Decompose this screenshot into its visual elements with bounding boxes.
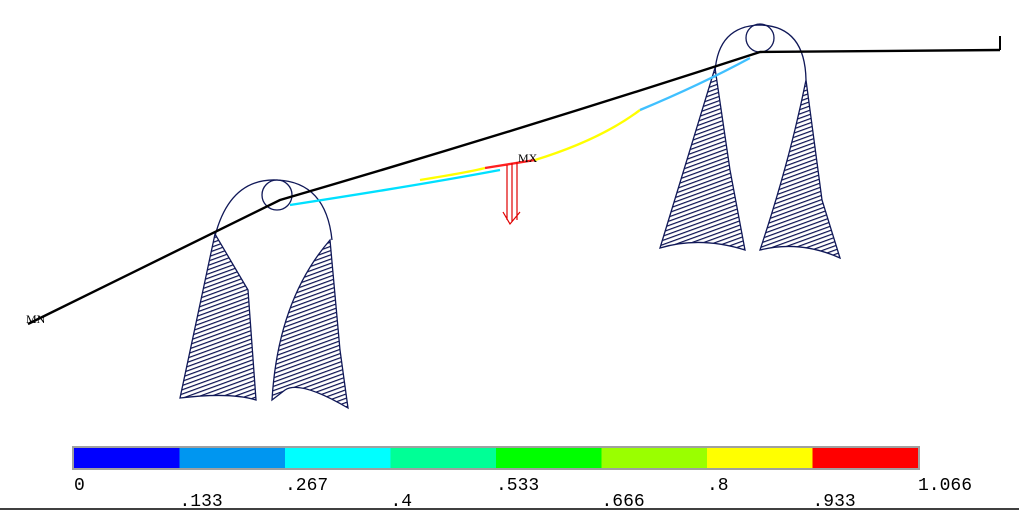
legend-swatch: [179, 448, 285, 468]
right-ring: [745, 23, 775, 53]
legend-tick-label: .933: [813, 492, 856, 510]
structure: [179, 23, 842, 410]
legend-swatch: [707, 448, 813, 468]
legend-tick-label: .133: [180, 492, 223, 510]
legend-tick-label: .666: [602, 492, 645, 510]
max-label: MX: [518, 151, 538, 165]
legend-tick-label: .267: [285, 476, 328, 496]
load-arrows: [502, 162, 521, 226]
legend-tick-label: 1.066: [918, 476, 972, 496]
legend-swatch: [74, 448, 180, 468]
left-leg: [271, 238, 349, 410]
legend: 0 .133 .267 .4 .533 .666 .8 .933 1.066: [72, 446, 972, 510]
min-label: MN: [26, 312, 46, 326]
left-ring: [261, 179, 293, 211]
cable-undeformed: [27, 48, 1001, 326]
legend-tick-label: 0: [74, 476, 85, 496]
legend-swatch: [496, 448, 602, 468]
legend-swatch: [812, 448, 918, 468]
cable-deformed: [639, 56, 751, 112]
right-arch: [714, 24, 807, 81]
legend-swatch: [390, 448, 496, 468]
right-leg: [659, 67, 746, 251]
right-leg: [759, 79, 842, 260]
legend-tick-label: .4: [391, 492, 413, 510]
cable-deformed: [419, 166, 486, 182]
legend-tick-label: .533: [496, 476, 539, 496]
legend-swatch: [601, 448, 707, 468]
cable: [27, 36, 1001, 326]
cable-deformed: [534, 109, 641, 162]
legend-swatch: [285, 448, 391, 468]
cable-deformed: [484, 158, 536, 170]
left-leg: [179, 232, 257, 401]
legend-tick-label: .8: [707, 476, 729, 496]
cable-deformed: [289, 168, 501, 207]
